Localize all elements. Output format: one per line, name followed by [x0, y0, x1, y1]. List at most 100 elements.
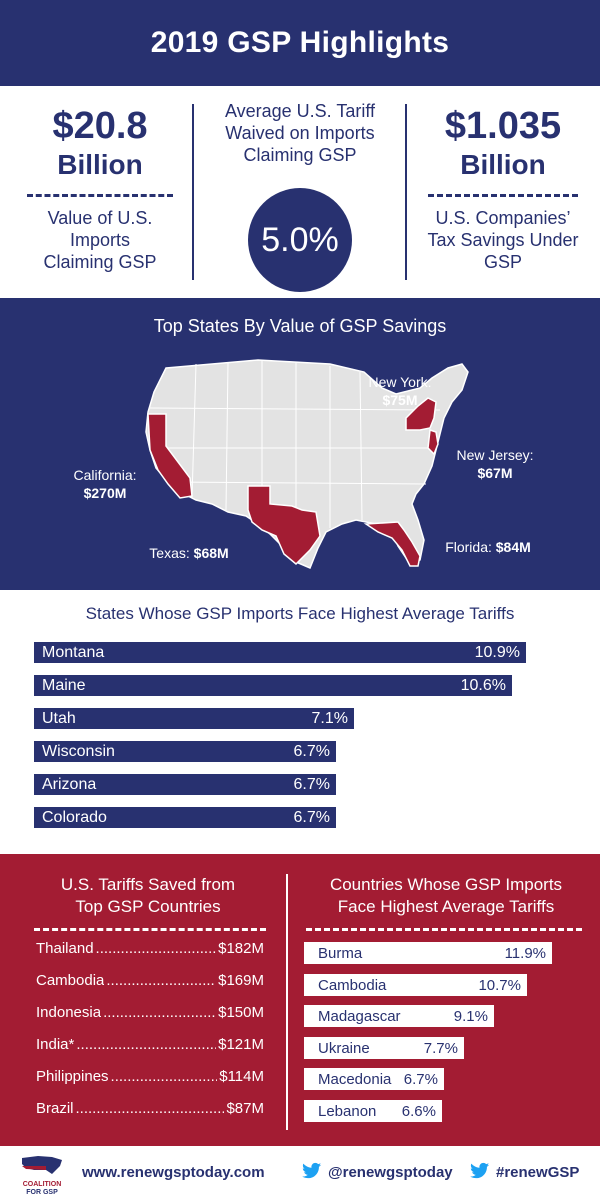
state-tariff-bar: Maine 10.6%	[34, 675, 512, 696]
stat-tariff-desc-2: Waived on Imports	[225, 123, 375, 143]
tariffs-saved-row: Cambodia................................…	[36, 972, 264, 989]
coalition-logo: COALITION FOR GSP	[18, 1154, 66, 1196]
countries-tariffs-title-1: Countries Whose GSP Imports	[329, 875, 563, 894]
website-link[interactable]: www.renewgsptoday.com	[82, 1164, 265, 1181]
state-tariff-name: Utah	[42, 709, 76, 727]
twitter-icon[interactable]	[302, 1162, 322, 1180]
stat-savings-value: $1.035	[444, 105, 562, 147]
stat-imports: $20.8 Billion Value of U.S. Imports Clai…	[12, 104, 188, 273]
twitter-icon[interactable]	[470, 1162, 490, 1180]
label-texas-name: Texas:	[149, 545, 190, 561]
tariffs-saved-country: Cambodia	[36, 972, 105, 989]
tariffs-saved-country: Philippines	[36, 1068, 109, 1085]
label-texas-value: $68M	[193, 545, 229, 561]
stat-tax-savings: $1.035 Billion U.S. Companies’ Tax Savin…	[412, 104, 594, 273]
country-tariff-bar: Burma 11.9%	[304, 942, 552, 964]
country-tariff-name: Madagascar	[318, 1007, 401, 1025]
tariffs-saved-value: $150M	[218, 1004, 264, 1021]
state-tariff-value: 7.1%	[311, 709, 348, 727]
country-tariff-bar: Madagascar 9.1%	[304, 1005, 494, 1027]
label-new-york-name: New York:	[368, 374, 432, 390]
tariffs-saved-title-1: U.S. Tariffs Saved from	[60, 875, 236, 894]
tariffs-saved-title-2: Top GSP Countries	[75, 897, 221, 916]
label-texas: Texas: $68M	[134, 544, 244, 562]
label-california: California: $270M	[50, 466, 160, 502]
state-new-jersey	[427, 428, 439, 456]
state-tariff-value: 10.9%	[474, 643, 520, 661]
state-tariff-value: 6.7%	[293, 775, 330, 793]
stat-average-tariff: Average U.S. Tariff Waived on Imports Cl…	[198, 100, 402, 292]
logo-text-1: COALITION	[22, 1181, 62, 1188]
country-tariff-name: Burma	[318, 944, 363, 962]
state-tariff-bar: Arizona 6.7%	[34, 774, 336, 795]
state-new-york	[405, 397, 437, 431]
country-tariff-bar: Macedonia 6.7%	[304, 1068, 444, 1090]
stat-imports-desc-3: Claiming GSP	[43, 252, 157, 272]
tariffs-saved-row: India*..................................…	[36, 1036, 264, 1053]
label-florida-value: $84M	[495, 539, 531, 555]
stat-imports-desc-2: Imports	[69, 230, 130, 250]
state-tariff-bar: Colorado 6.7%	[34, 807, 336, 828]
label-new-york-value: $75M	[382, 392, 418, 408]
state-tariff-value: 6.7%	[293, 808, 330, 826]
state-california	[147, 413, 193, 499]
hashtag-link[interactable]: #renewGSP	[496, 1164, 580, 1181]
states-tariffs-section: States Whose GSP Imports Face Highest Av…	[0, 590, 600, 854]
state-texas	[247, 485, 321, 566]
country-tariff-value: 6.7%	[403, 1070, 438, 1088]
divider-vertical	[405, 104, 407, 280]
country-tariff-bar: Lebanon 6.6%	[304, 1100, 442, 1122]
tariffs-saved-value: $121M	[218, 1036, 264, 1053]
us-map	[145, 359, 469, 569]
states-tariffs-title: States Whose GSP Imports Face Highest Av…	[85, 604, 515, 623]
stat-imports-desc-1: Value of U.S.	[47, 208, 153, 228]
country-tariff-value: 6.6%	[401, 1102, 436, 1120]
state-tariff-bar: Montana 10.9%	[34, 642, 526, 663]
country-tariff-bar: Ukraine 7.7%	[304, 1037, 464, 1059]
countries-section: U.S. Tariffs Saved from Top GSP Countrie…	[0, 854, 600, 1146]
footer: COALITION FOR GSP www.renewgsptoday.com …	[0, 1146, 600, 1200]
tariffs-saved-country: India*	[36, 1036, 75, 1053]
header-banner: 2019 GSP Highlights	[0, 0, 600, 86]
label-florida: Florida: $84M	[428, 538, 548, 556]
twitter-handle-link[interactable]: @renewgsptoday	[328, 1164, 453, 1181]
page-title: 2019 GSP Highlights	[150, 26, 450, 59]
stat-savings-desc-3: GSP	[483, 252, 522, 272]
country-tariff-value: 10.7%	[478, 976, 521, 994]
tariffs-saved-value: $114M	[219, 1068, 264, 1085]
stats-section: $20.8 Billion Value of U.S. Imports Clai…	[0, 86, 600, 298]
label-new-jersey-value: $67M	[477, 465, 513, 481]
state-tariff-bar: Wisconsin 6.7%	[34, 741, 336, 762]
state-tariff-name: Colorado	[42, 808, 107, 826]
divider-vertical	[286, 874, 288, 1130]
country-tariff-bar: Cambodia 10.7%	[304, 974, 527, 996]
label-new-jersey: New Jersey: $67M	[440, 446, 550, 482]
label-california-name: California:	[73, 467, 137, 483]
tariffs-saved-country: Thailand	[36, 940, 94, 957]
label-new-jersey-name: New Jersey:	[456, 447, 534, 463]
state-tariff-value: 10.6%	[460, 676, 506, 694]
stat-tariff-circle: 5.0%	[248, 188, 352, 292]
divider-dashed	[428, 194, 578, 197]
leader-dots: ....................................	[75, 1100, 225, 1117]
tariffs-saved-value: $182M	[218, 940, 264, 957]
tariffs-saved-value: $169M	[218, 972, 264, 989]
stat-savings-unit: Billion	[460, 149, 546, 180]
state-florida	[363, 521, 421, 567]
label-new-york: New York: $75M	[350, 373, 450, 409]
leader-dots: ....................................	[103, 1004, 216, 1021]
tariffs-saved-row: Philippines.............................…	[36, 1068, 264, 1085]
leader-dots: ....................................	[95, 940, 217, 957]
leader-dots: ....................................	[106, 972, 217, 989]
country-tariff-name: Ukraine	[318, 1039, 370, 1057]
us-map-logo-icon	[22, 1156, 62, 1174]
tariffs-saved-row: Brazil..................................…	[36, 1100, 264, 1117]
label-california-value: $270M	[83, 485, 127, 501]
state-tariff-name: Montana	[42, 643, 105, 661]
leader-dots: ....................................	[76, 1036, 217, 1053]
stat-imports-unit: Billion	[57, 149, 143, 180]
stat-tariff-desc-3: Claiming GSP	[243, 145, 357, 165]
state-tariff-bar: Utah 7.1%	[34, 708, 354, 729]
divider-dashed	[34, 928, 266, 931]
leader-dots: ....................................	[110, 1068, 218, 1085]
